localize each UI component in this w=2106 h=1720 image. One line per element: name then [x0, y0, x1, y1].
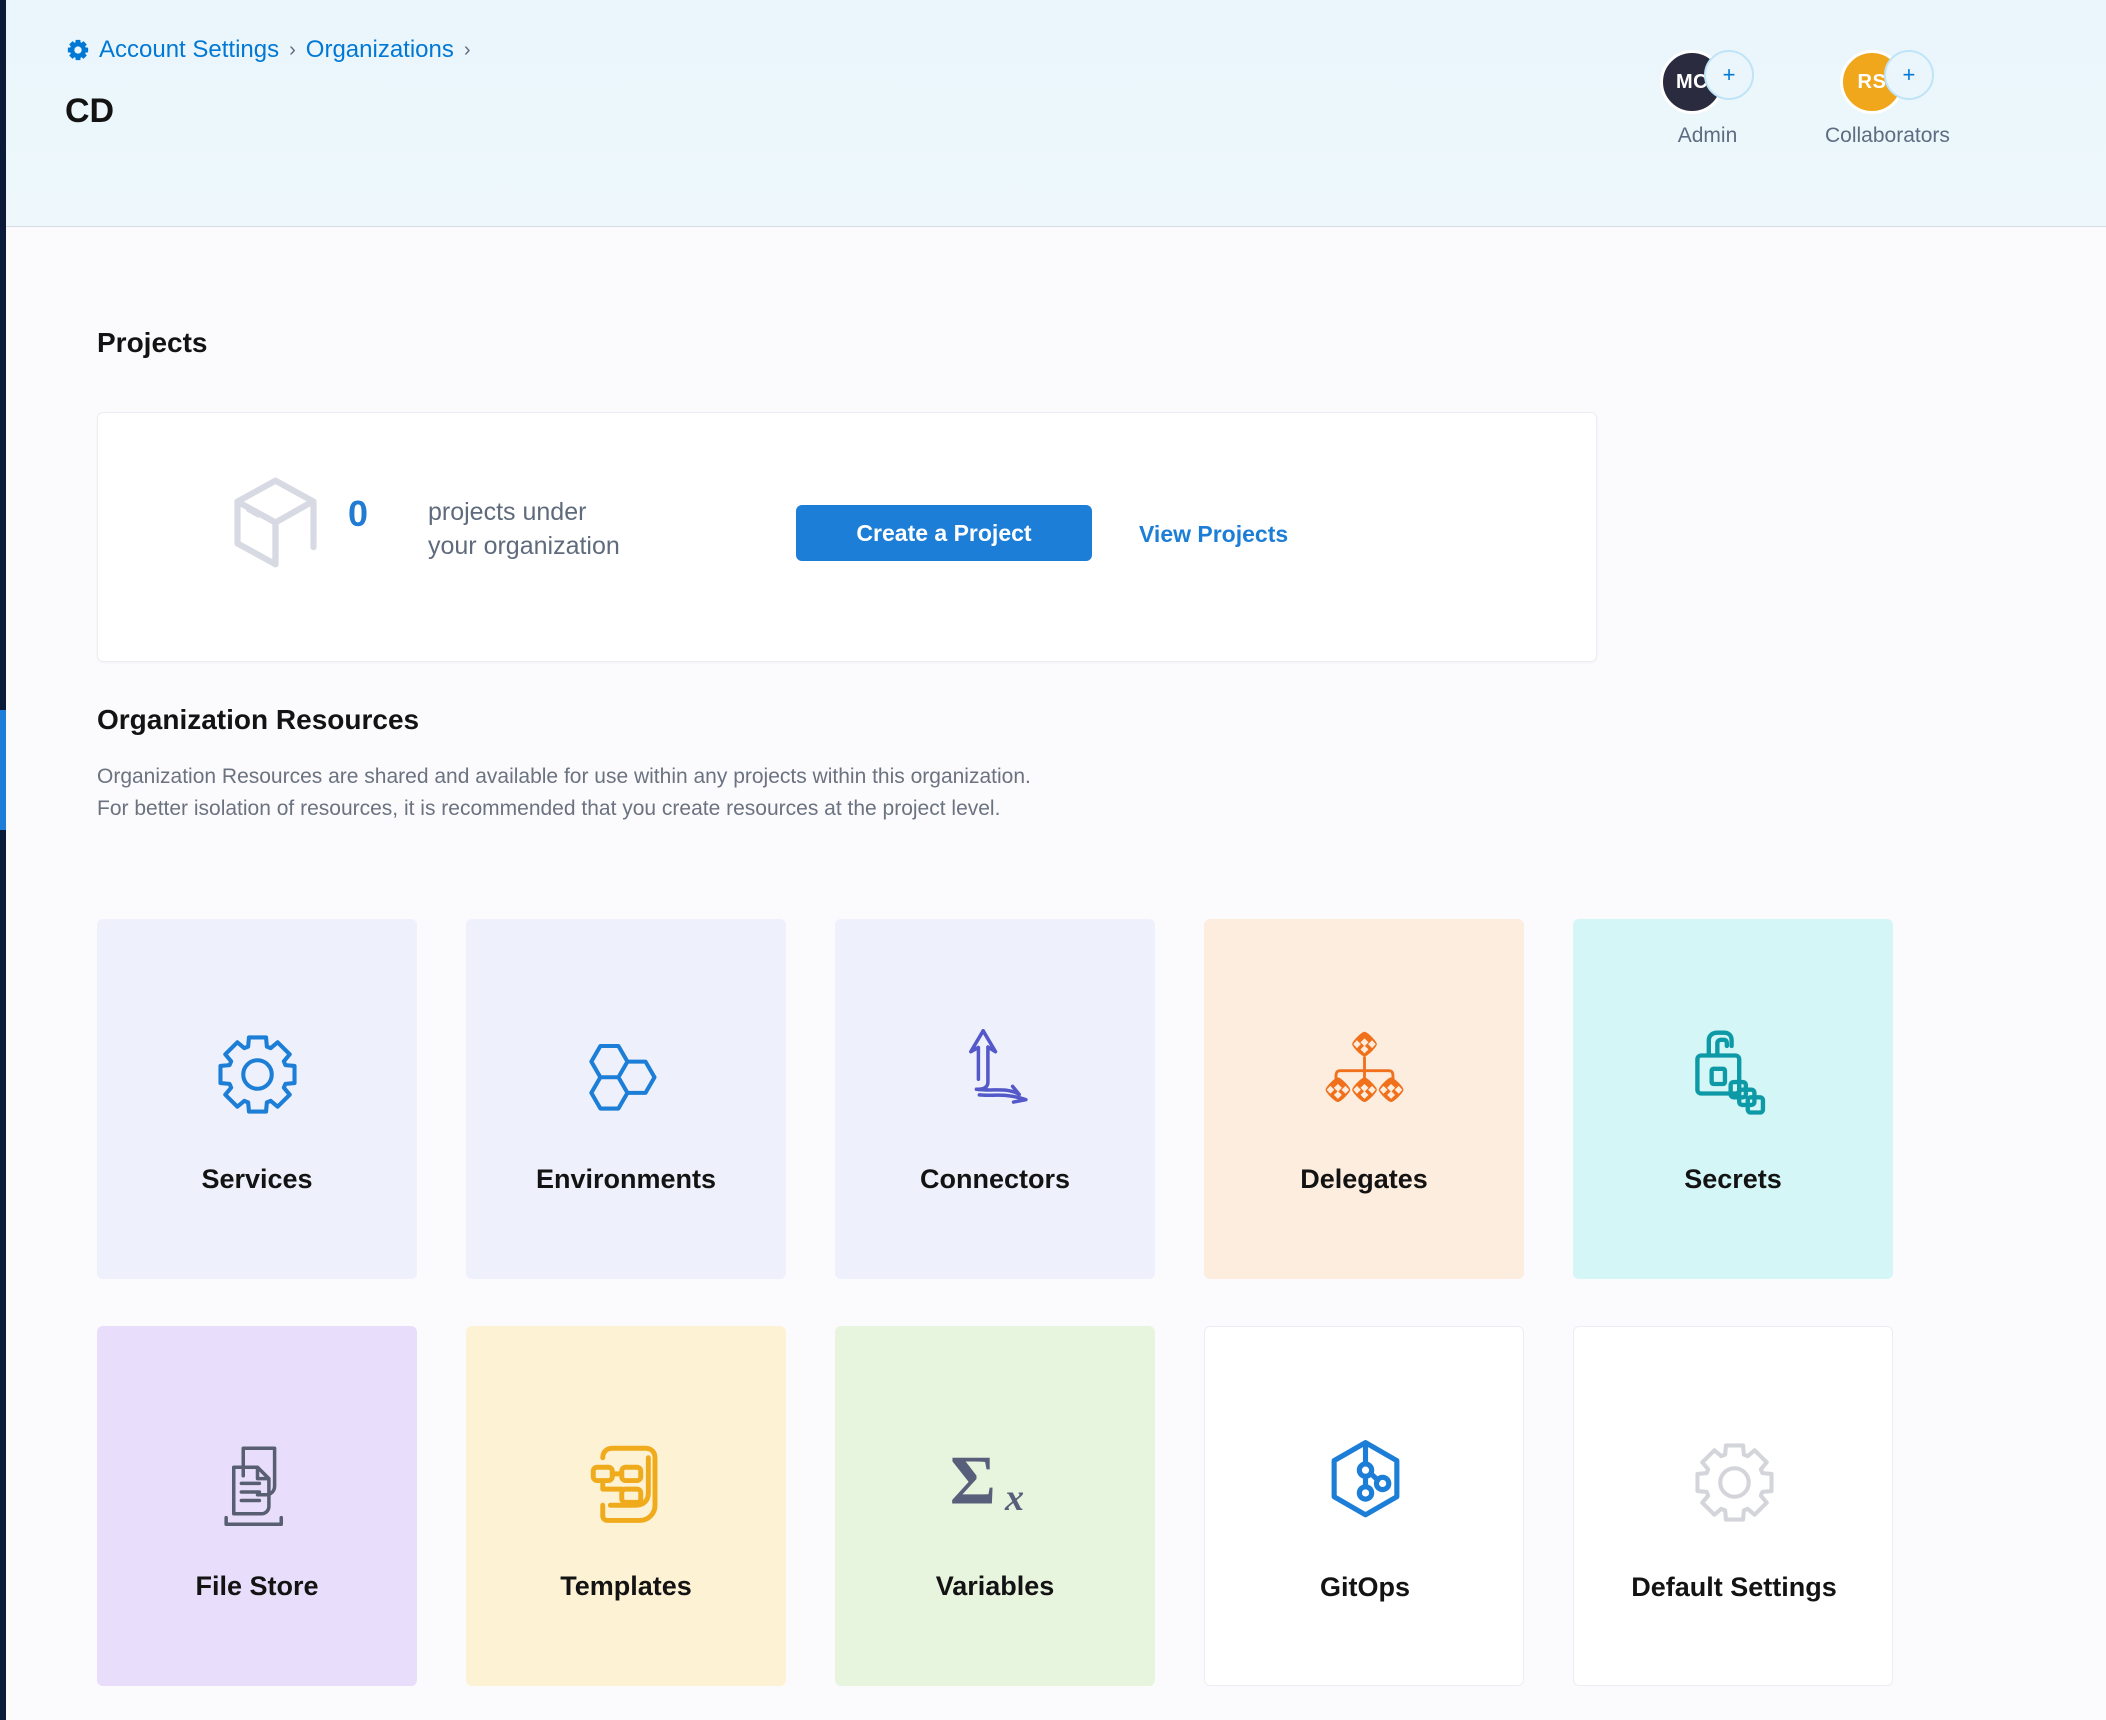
svg-text:x: x — [1004, 1477, 1024, 1519]
svg-text:Σ: Σ — [949, 1441, 995, 1519]
